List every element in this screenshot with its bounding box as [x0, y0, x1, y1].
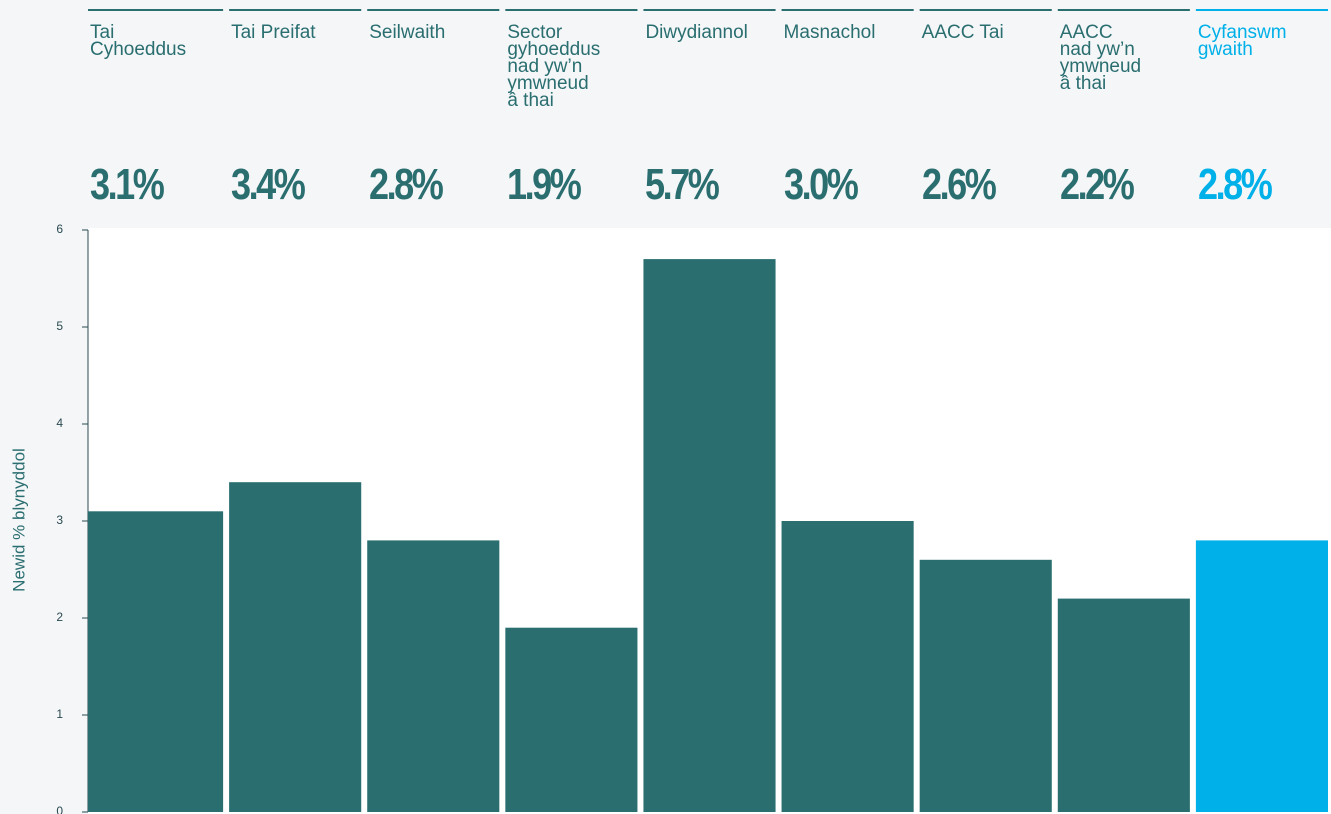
category-label: Cyfanswm gwaith [1197, 22, 1287, 60]
value-label: 2.2% [1059, 160, 1135, 209]
bar [1057, 598, 1190, 812]
bar [88, 511, 224, 812]
y-tick-label: 2 [56, 610, 63, 624]
value-label: 3.4% [231, 160, 306, 209]
y-tick-label: 5 [56, 319, 63, 333]
category-label: AACC Tai [921, 22, 1004, 43]
category-label: Sector gyhoeddus nad yw’n ymwneud â thai [507, 22, 601, 111]
bar [505, 627, 638, 812]
bar [229, 482, 362, 812]
category-label: Masnachol [783, 22, 876, 43]
category-label: Tai Preifat [231, 22, 316, 43]
y-axis-label: Newid % blynyddol [9, 448, 28, 592]
value-label: 3.1% [90, 160, 165, 209]
bar [781, 521, 914, 812]
bar [643, 259, 776, 813]
value-label: 2.8% [369, 160, 444, 209]
category-label: AACC nad yw’n ymwneud â thai [1059, 22, 1142, 94]
value-label: 3.0% [783, 160, 859, 209]
y-tick-label: 3 [56, 513, 63, 527]
y-tick-label: 0 [56, 804, 63, 814]
value-label: 2.8% [1197, 160, 1273, 209]
value-label: 5.7% [645, 160, 720, 209]
y-tick-label: 4 [56, 416, 63, 430]
y-tick-label: 6 [56, 222, 63, 236]
value-label: 1.9% [507, 160, 582, 209]
y-tick-label: 1 [56, 707, 63, 721]
bar [919, 559, 1052, 812]
bar [1195, 540, 1328, 812]
value-label: 2.6% [921, 160, 997, 209]
category-label: Seilwaith [369, 22, 446, 43]
bar [367, 540, 500, 812]
category-label: Diwydiannol [645, 22, 748, 43]
category-label: Tai Cyhoeddus [90, 22, 187, 60]
